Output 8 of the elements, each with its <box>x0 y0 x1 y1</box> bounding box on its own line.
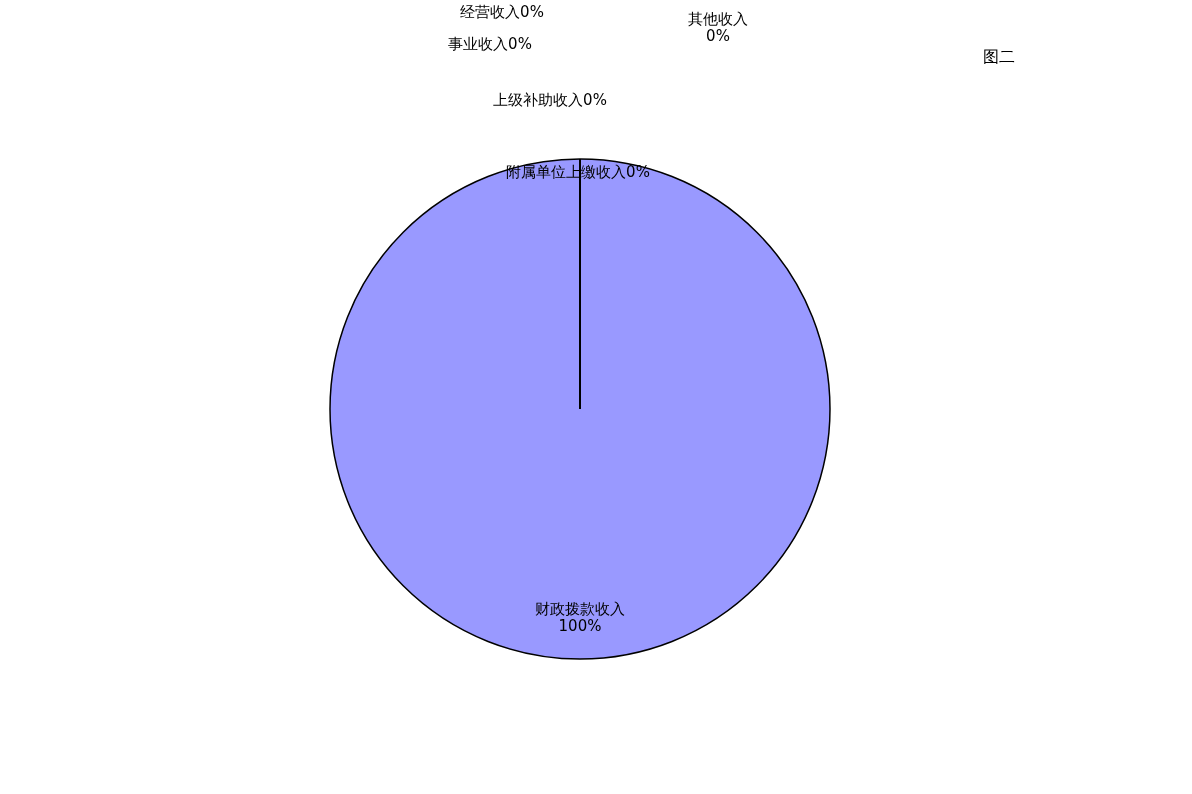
data-label: 100% <box>558 617 602 635</box>
text: 0% <box>706 27 730 45</box>
category-label: 经营收入0% <box>460 3 544 21</box>
text: 图二 <box>983 47 1015 66</box>
category-label: 事业收入0% <box>448 35 532 53</box>
slice-label: 财政拨款收入 <box>535 600 625 618</box>
category-label: 其他收入 <box>688 10 748 28</box>
category-label: 上级补助收入0% <box>493 91 607 109</box>
